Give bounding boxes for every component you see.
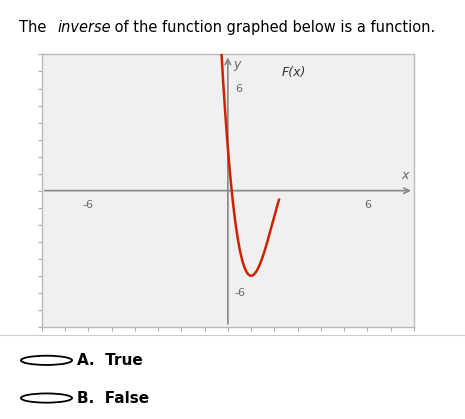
Text: B.  False: B. False (77, 391, 149, 406)
Text: A.  True: A. True (77, 353, 142, 368)
Text: of the function graphed below is a function.: of the function graphed below is a funct… (110, 20, 435, 35)
Text: inverse: inverse (57, 20, 111, 35)
Text: 6: 6 (364, 200, 371, 210)
Text: The: The (19, 20, 51, 35)
Text: 6: 6 (235, 83, 242, 93)
Text: -6: -6 (83, 200, 94, 210)
Text: x: x (402, 169, 409, 182)
Text: y: y (233, 58, 241, 71)
Text: -6: -6 (235, 288, 246, 298)
Text: F(x): F(x) (281, 66, 306, 79)
